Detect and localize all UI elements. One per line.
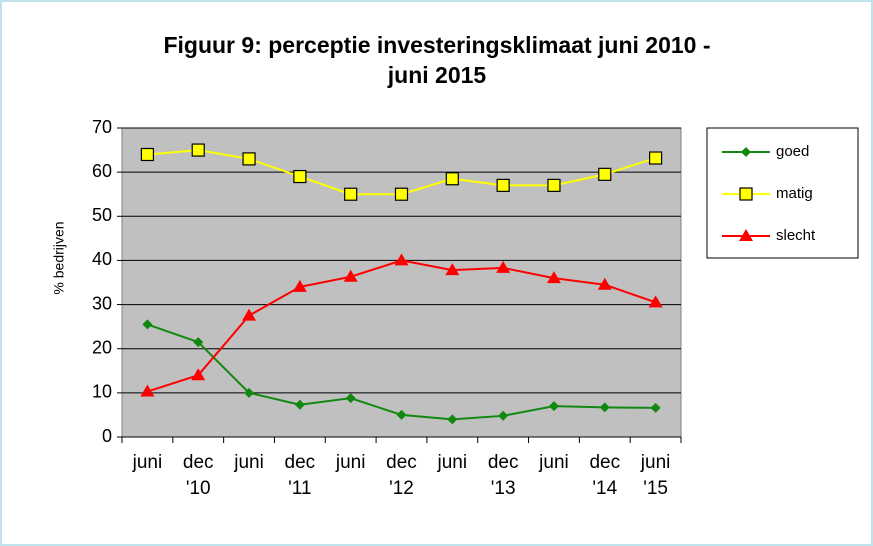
marker	[345, 393, 356, 404]
marker	[447, 414, 458, 425]
legend-label: slecht	[776, 227, 816, 244]
marker	[343, 269, 358, 282]
plot-area	[121, 127, 682, 438]
marker	[394, 187, 409, 201]
x-tick-label: juni	[335, 452, 366, 473]
x-tick-label: dec	[183, 452, 214, 473]
marker	[242, 308, 257, 321]
y-tick-label: 10	[92, 382, 112, 402]
marker	[547, 178, 561, 192]
marker	[648, 295, 663, 308]
x-tick-label: dec	[589, 452, 620, 473]
marker	[140, 384, 155, 397]
y-tick-label: 50	[92, 205, 112, 225]
marker	[191, 368, 206, 381]
marker	[599, 402, 610, 413]
x-tick-label: juni	[233, 452, 264, 473]
marker	[140, 147, 155, 162]
marker	[244, 387, 255, 398]
y-tick-label: 40	[92, 249, 112, 269]
marker	[292, 279, 307, 292]
x-tick-label: '15	[643, 478, 668, 499]
chart-title: juni 2015	[387, 62, 487, 88]
marker	[739, 229, 753, 241]
marker	[598, 167, 612, 181]
x-tick-label: juni	[538, 452, 569, 473]
x-tick-label: juni	[132, 452, 163, 473]
x-tick-label: dec	[488, 452, 519, 473]
y-tick-label: 60	[92, 161, 112, 181]
marker	[648, 151, 663, 165]
x-tick-label: juni	[640, 452, 671, 473]
x-tick-label: '11	[288, 478, 311, 499]
marker	[191, 143, 205, 157]
marker	[396, 409, 407, 420]
marker	[142, 319, 153, 330]
x-tick-label: '14	[592, 478, 617, 499]
x-tick-label: dec	[285, 452, 316, 473]
marker	[739, 187, 753, 201]
y-tick-label: 70	[92, 117, 112, 137]
marker	[344, 187, 358, 201]
chart-title: Figuur 9: perceptie investeringsklimaat …	[163, 32, 710, 58]
marker	[193, 337, 204, 348]
marker	[498, 410, 509, 421]
marker	[445, 263, 460, 276]
y-tick-label: 20	[92, 337, 112, 357]
legend-label: goed	[776, 143, 809, 160]
marker	[242, 152, 256, 166]
legend-label: matig	[776, 185, 813, 202]
x-tick-label: dec	[386, 452, 417, 473]
marker	[293, 169, 307, 184]
x-tick-label: '10	[186, 478, 211, 499]
marker	[394, 253, 409, 266]
x-tick-label: juni	[437, 452, 468, 473]
marker	[741, 147, 751, 157]
marker	[597, 277, 612, 290]
x-tick-label: '13	[491, 478, 516, 499]
marker	[548, 401, 559, 412]
marker	[496, 178, 510, 192]
y-axis-label: % bedrijven	[51, 221, 67, 294]
y-tick-label: 30	[92, 293, 112, 313]
marker	[496, 260, 511, 273]
x-tick-label: '12	[389, 478, 414, 499]
marker	[546, 271, 561, 284]
marker	[294, 399, 305, 410]
marker	[650, 402, 661, 413]
y-tick-label: 0	[102, 426, 112, 446]
marker	[445, 172, 459, 186]
